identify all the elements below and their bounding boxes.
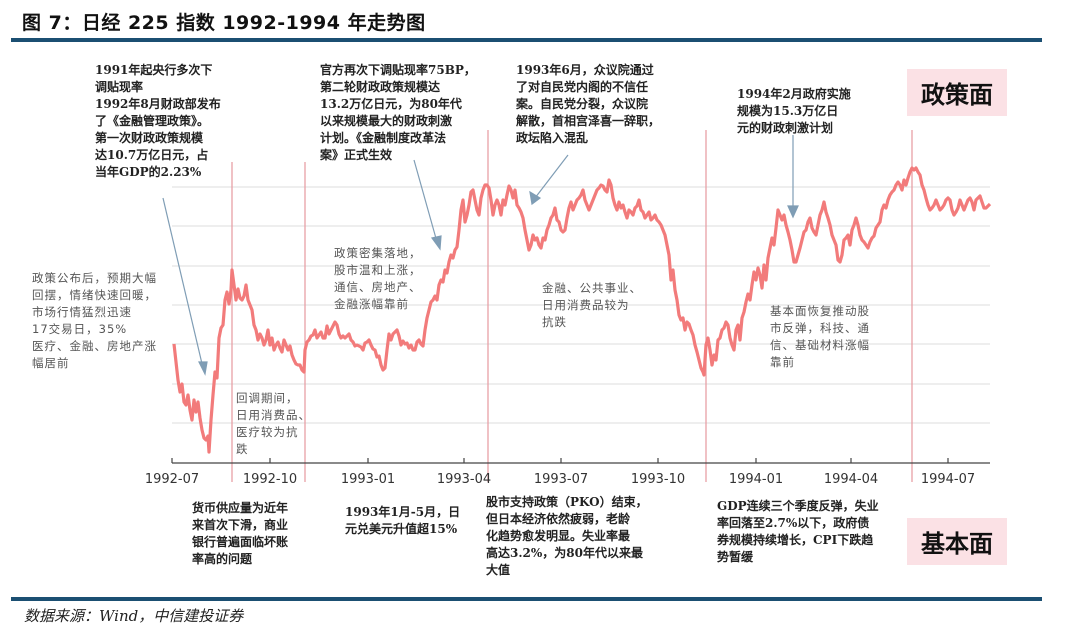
fundamentals-tag: 基本面 [907, 518, 1007, 565]
x-tick-label: 1993-07 [533, 472, 589, 487]
annotation-1994-rebound-sectors: 基本面恢复推动股 市反弹，科技、通 信、基础材料涨幅 靠前 [770, 304, 870, 369]
annotation-policy-rally-sectors: 政策密集落地， 股市温和上涨， 通信、房地产、 金融涨幅靠前 [334, 246, 422, 311]
arrow-head-icon [787, 205, 799, 219]
annotation-1993-political-crisis: 1993年6月，众议院通过 了对自民党内阁的不信任 案。自民党分裂，众议院 解散… [516, 63, 661, 145]
x-tick-label: 1993-01 [340, 472, 396, 487]
nikkei-line [172, 166, 992, 454]
annotation-pko-end: 股市支持政策（PKO）结束， 但日本经济依然疲弱，老龄 化趋势愈发明显。失业率最… [486, 495, 648, 577]
annotation-1991-rate-cuts: 1991年起央行多次下 调贴现率 1992年8月财政部发布 了《金融管理政策》。… [95, 63, 221, 179]
annotation-1993-defensives: 金融、公共事业、 日用消费品较为 抗跌 [542, 281, 642, 329]
x-tick-label: 1994-01 [728, 472, 784, 487]
x-axis [171, 458, 990, 464]
x-tick-label: 1993-10 [630, 472, 686, 487]
top-rule [11, 38, 1042, 42]
x-tick-label: 1992-07 [144, 472, 200, 487]
annotation-rebound-sectors: 政策公布后，预期大幅 回摆，情绪快速回暖， 市场行情猛烈迅速 17交易日，35%… [32, 271, 157, 370]
data-source: 数据来源：Wind，中信建投证券 [24, 607, 244, 625]
annotation-second-stimulus: 官方再次下调贴现率75BP， 第二轮财政政策规模达 13.2万亿日元，为80年代… [320, 63, 476, 162]
x-tick-label: 1993-04 [436, 472, 492, 487]
annotation-money-supply: 货币供应量为近年 来首次下滑，商业 银行普遍面临坏账 率高的问题 [192, 501, 289, 566]
arrow-head-icon [529, 190, 542, 206]
annotation-pullback-defensives: 回调期间， 日用消费品、 医疗较为抗 跌 [236, 391, 311, 456]
arrow-head-icon [430, 235, 442, 251]
annotation-yen-appreciation: 1993年1月-5月，日 元兑美元升值超15% [345, 505, 461, 536]
gridlines [172, 186, 990, 424]
x-tick-label: 1992-10 [242, 472, 298, 487]
annotation-gdp-rebound: GDP连续三个季度反弹，失业 率回落至2.7%以下，政府债 券规模持续增长，CP… [717, 499, 879, 564]
arrow-head-icon [198, 361, 208, 376]
figure-title: 图 7：日经 225 指数 1992-1994 年走势图 [22, 12, 426, 34]
bottom-rule [11, 597, 1042, 601]
x-tick-label: 1994-04 [823, 472, 879, 487]
nikkei-chart [162, 130, 992, 482]
annotation-arrows [162, 135, 799, 376]
annotation-1994-stimulus: 1994年2月政府实施 规模为15.3万亿日 元的财政刺激计划 [737, 87, 851, 135]
policy-tag: 政策面 [907, 69, 1007, 116]
x-tick-label: 1994-07 [920, 472, 976, 487]
